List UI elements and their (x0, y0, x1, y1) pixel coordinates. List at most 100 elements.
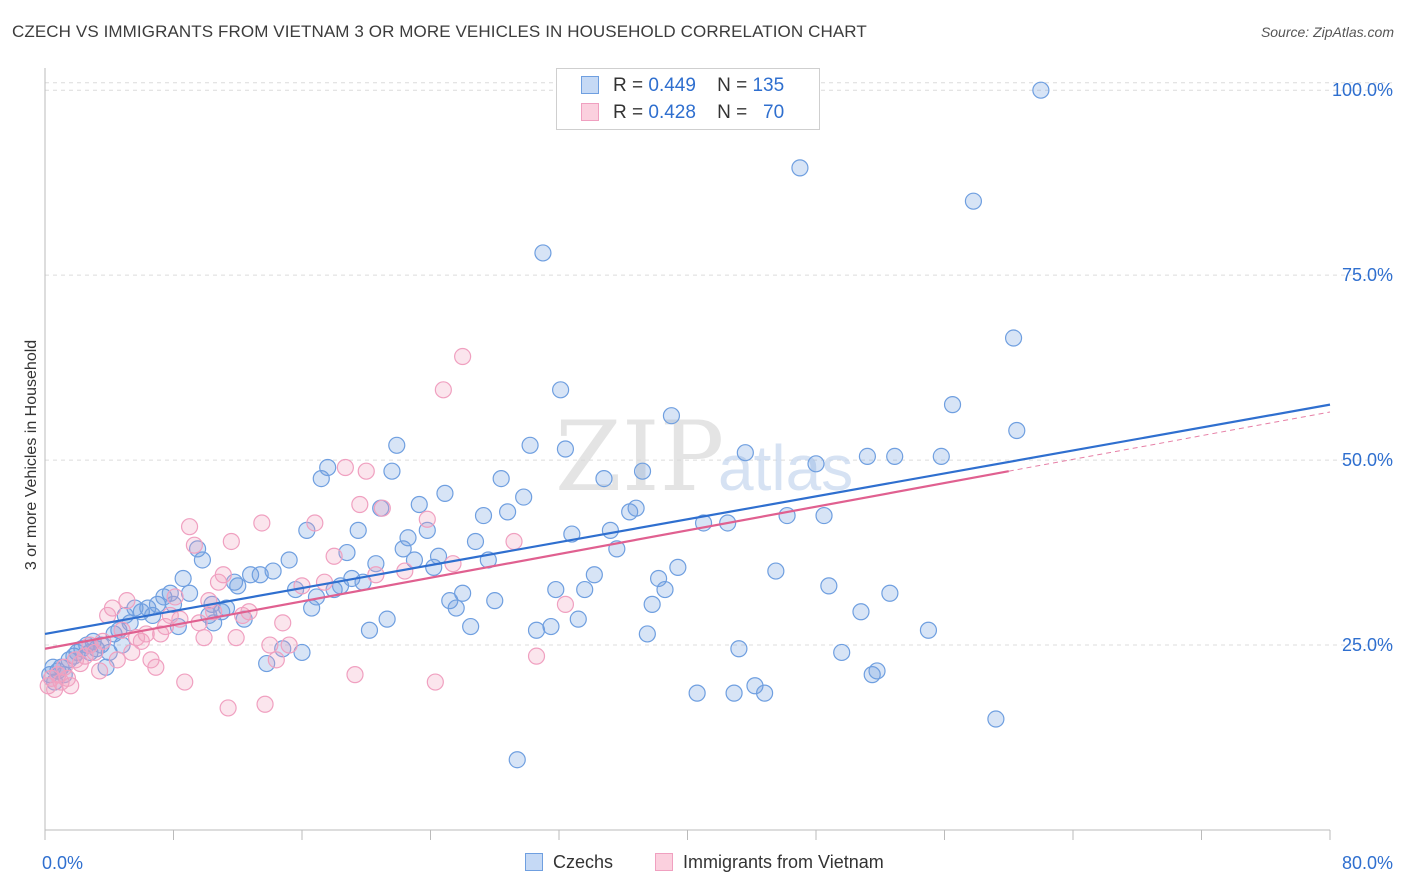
czechs-point (943, 396, 962, 414)
czechs-point (378, 610, 396, 628)
czechs-point (656, 580, 674, 599)
czechs-trend-line (44, 403, 1331, 636)
vietnam-point (76, 647, 94, 665)
czechs-point (643, 595, 661, 613)
czechs-point (552, 381, 570, 399)
czechs-point (791, 159, 809, 177)
bottom-legend-vietnam: Immigrants from Vietnam (655, 852, 884, 873)
czechs-point (569, 610, 587, 628)
czechs-point (730, 640, 748, 658)
czechs-point (736, 444, 754, 462)
czechs-point (868, 662, 886, 680)
vietnam-point (556, 595, 575, 613)
n-value-vietnam: 70 (763, 102, 785, 123)
czechs-point (725, 684, 743, 702)
vietnam-point (108, 651, 126, 669)
czechs-point (454, 584, 472, 602)
axes (44, 68, 1331, 840)
vietnam-point (227, 629, 245, 647)
vietnam-point (351, 495, 369, 514)
czechs-point (193, 551, 212, 569)
czechs-swatch (581, 76, 599, 94)
czechs-point (767, 562, 785, 580)
czechs-point (1004, 329, 1023, 347)
correlation-legend: R = 0.449 N = 135 R = 0.428 N = 70 (556, 68, 820, 130)
vietnam-point (426, 673, 444, 691)
czechs-point (360, 621, 379, 639)
czechs-point (251, 566, 269, 584)
vietnam-point (454, 347, 472, 366)
czechs-point (462, 617, 480, 636)
y-tick-label: 75.0% (1342, 265, 1393, 285)
trend-lines (44, 403, 1331, 650)
czechs-point (410, 495, 428, 514)
czechs-point (474, 506, 493, 525)
czechs-point (534, 244, 552, 262)
x-tick-label-min: 0.0% (42, 853, 83, 873)
czechs-point (576, 580, 594, 599)
watermark-atlas: atlas (718, 432, 853, 504)
legend-row-vietnam: R = 0.428 N = 70 (581, 102, 784, 124)
vietnam-point (118, 592, 136, 610)
czechs-point (833, 643, 851, 662)
chart-title: CZECH VS IMMIGRANTS FROM VIETNAM 3 OR MO… (12, 22, 867, 41)
vietnam-point (176, 673, 194, 691)
vietnam-point (147, 658, 165, 676)
czechs-point (662, 407, 681, 425)
vietnam-point (222, 532, 240, 551)
czechs-point (499, 503, 517, 521)
czechs-point (174, 569, 192, 588)
n-label: N = (717, 75, 748, 96)
czechs-point (338, 543, 356, 562)
czechs-point (388, 436, 406, 454)
czechs-point (521, 436, 539, 454)
y-tick-label: 100.0% (1332, 80, 1393, 100)
vietnam-point (293, 577, 311, 595)
r-value-czechs: 0.449 (648, 75, 696, 96)
vietnam-swatch (655, 853, 673, 871)
vietnam-point (280, 636, 298, 654)
czechs-point (547, 580, 565, 599)
czechs-swatch (525, 853, 543, 871)
vietnam-point (219, 699, 237, 717)
x-tick-label-max: 80.0% (1342, 853, 1393, 873)
vietnam-point (336, 458, 354, 477)
czechs-point (492, 469, 510, 488)
vietnam-point (346, 666, 364, 684)
czechs-point (633, 462, 652, 480)
czechs-point (466, 532, 485, 551)
czechs-point (886, 447, 904, 465)
czechs-point (852, 603, 870, 621)
source-label: Source: ZipAtlas.com (1260, 24, 1394, 40)
czechs-point (399, 529, 417, 547)
vietnam-point (91, 662, 109, 680)
watermark: ZIP atlas (555, 401, 853, 513)
czechs-point (755, 684, 774, 702)
czechs-point (242, 566, 260, 584)
czechs-point (585, 566, 603, 584)
vietnam-point (195, 629, 213, 647)
vietnam-point (505, 532, 523, 551)
vietnam-point (357, 462, 375, 480)
vietnam-point (214, 566, 232, 584)
vietnam-point (434, 381, 452, 399)
czechs-point (1008, 421, 1026, 440)
vietnam-point (180, 518, 199, 536)
czechs-point (486, 592, 504, 610)
czechs-point (349, 521, 367, 539)
czechs-point (1032, 81, 1050, 99)
czechs-point (383, 462, 401, 480)
czechs-point (229, 577, 247, 595)
czechs-point (964, 192, 983, 210)
czechs-point (815, 506, 833, 525)
n-value-czechs: 135 (752, 75, 785, 96)
czechs-point (932, 447, 950, 465)
czechs-label: Czechs (553, 852, 614, 872)
r-label: R = (613, 102, 644, 123)
n-label: N = (717, 102, 748, 123)
czechs-point (881, 584, 899, 602)
czechs-point (688, 684, 706, 702)
czechs-point (515, 488, 533, 506)
czechs-point (563, 525, 581, 543)
